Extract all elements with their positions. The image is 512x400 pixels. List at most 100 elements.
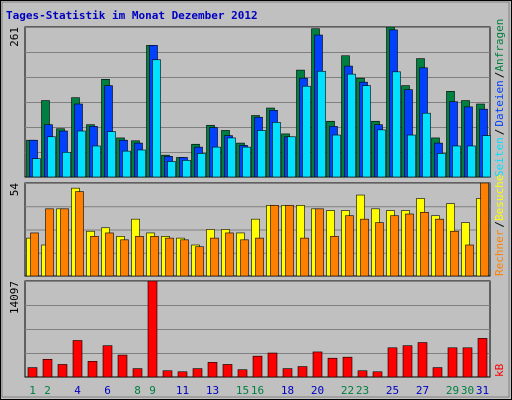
legend-separator: / — [493, 72, 506, 79]
bar — [447, 347, 458, 378]
bar — [192, 368, 203, 378]
bar — [417, 342, 428, 378]
bar — [287, 136, 296, 178]
x-tick-label: 4 — [74, 384, 81, 397]
bar — [122, 150, 131, 178]
bar — [452, 145, 461, 178]
bar — [77, 130, 86, 178]
legend-entry: Anfragen — [493, 19, 506, 72]
legend-separator: / — [493, 221, 506, 228]
bar — [47, 136, 56, 178]
x-tick-label: 13 — [206, 384, 219, 397]
bar — [177, 371, 188, 378]
bar — [297, 366, 308, 378]
bar — [332, 134, 341, 178]
bar — [317, 70, 326, 178]
bar — [390, 215, 399, 277]
bar — [330, 236, 339, 277]
bar — [32, 158, 41, 178]
x-tick-label: 29 — [446, 384, 459, 397]
bar — [105, 232, 114, 277]
bar — [30, 232, 39, 277]
bar — [272, 122, 281, 178]
bar — [360, 218, 369, 277]
bar — [432, 367, 443, 378]
legend-entry: kB — [493, 363, 506, 377]
bar — [117, 354, 128, 378]
bar — [435, 218, 444, 277]
legend: kB — [493, 363, 506, 377]
x-tick-label: 9 — [149, 384, 156, 397]
bar — [147, 280, 158, 378]
bar — [42, 358, 53, 378]
legend-separator: / — [493, 129, 506, 136]
bar — [90, 236, 99, 277]
bar — [137, 149, 146, 178]
y-tick-label: 54 — [8, 183, 21, 197]
bar — [225, 232, 234, 277]
bar — [167, 161, 176, 178]
bar — [257, 130, 266, 178]
bar — [347, 73, 356, 178]
bar — [102, 345, 113, 378]
bar — [437, 153, 446, 178]
bar — [210, 237, 219, 277]
bar — [407, 134, 416, 178]
bar — [242, 146, 251, 178]
bar — [60, 208, 69, 277]
bar — [300, 237, 309, 277]
bar — [482, 135, 491, 178]
bar — [72, 340, 83, 378]
legend: Rechner/Besuche — [493, 175, 506, 276]
bar — [312, 351, 323, 378]
bar — [212, 146, 221, 178]
y-tick-label: 261 — [8, 27, 21, 47]
x-tick-label: 11 — [176, 384, 189, 397]
bar — [252, 355, 263, 378]
x-tick-label: 22 — [341, 384, 354, 397]
bar — [450, 230, 459, 277]
bar — [315, 208, 324, 277]
bar — [135, 236, 144, 277]
bar — [405, 213, 414, 277]
bar — [222, 364, 233, 378]
x-tick-label: 23 — [356, 384, 369, 397]
bar — [240, 239, 249, 277]
bar — [462, 347, 473, 378]
x-tick-label: 18 — [281, 384, 294, 397]
x-tick-label: 25 — [386, 384, 399, 397]
bar — [87, 361, 98, 378]
bar — [282, 368, 293, 378]
bar — [372, 371, 383, 378]
bar — [237, 369, 248, 378]
x-tick-label: 20 — [311, 384, 324, 397]
x-tick-label: 31 — [476, 384, 489, 397]
bar — [255, 237, 264, 277]
bar — [207, 362, 218, 378]
bar — [467, 145, 476, 178]
bar — [422, 112, 431, 178]
bar — [62, 151, 71, 178]
bar — [285, 205, 294, 277]
bar — [357, 370, 368, 378]
legend-entry: Besuche — [493, 175, 506, 221]
bar — [57, 364, 68, 378]
bar — [392, 71, 401, 178]
bar — [197, 153, 206, 178]
bar — [362, 85, 371, 178]
bar — [92, 145, 101, 178]
bar — [477, 338, 488, 378]
bar — [27, 367, 38, 378]
bar — [270, 205, 279, 277]
legend-entry: Seiten — [493, 137, 506, 177]
bar — [150, 236, 159, 277]
legend-entry: Dateien — [493, 80, 506, 126]
legend: Seiten/Dateien/Anfragen — [493, 19, 506, 177]
bar — [375, 222, 384, 277]
bar — [342, 356, 353, 378]
x-tick-label: 27 — [416, 384, 429, 397]
bar — [75, 191, 84, 277]
